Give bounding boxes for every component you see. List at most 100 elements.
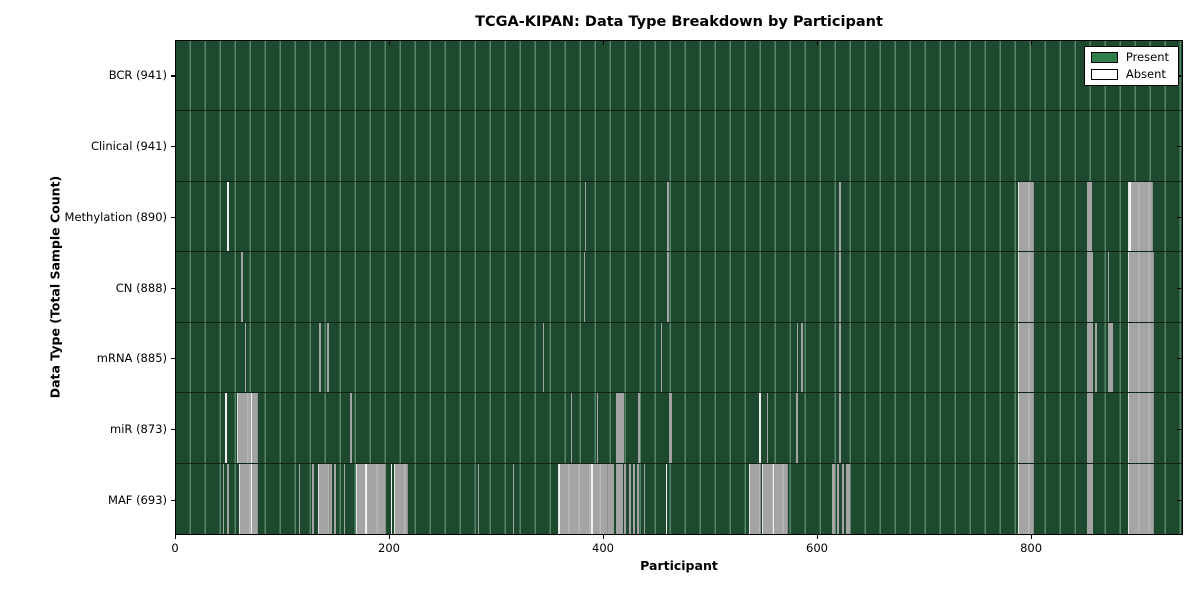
- absent-streak: [1086, 463, 1093, 534]
- absent-streak: [239, 463, 259, 534]
- absent-streak: [1128, 252, 1154, 322]
- absent-streak: [223, 463, 225, 534]
- absent-streak: [762, 463, 788, 534]
- absent-streak: [839, 181, 841, 252]
- x-tick-label: 800: [1020, 541, 1043, 555]
- absent-streak: [1128, 322, 1154, 393]
- chart-title: TCGA-KIPAN: Data Type Breakdown by Parti…: [475, 14, 883, 30]
- absent-streak: [759, 393, 762, 463]
- absent-streak: [1129, 181, 1131, 252]
- row-maf: [176, 463, 1182, 534]
- absent-streak: [615, 463, 624, 534]
- absent-streak: [660, 322, 663, 393]
- absent-streak: [1018, 393, 1034, 463]
- y-tick: [171, 287, 175, 289]
- absent-streak: [355, 463, 386, 534]
- absent-streak: [638, 393, 641, 463]
- x-tick-label: 200: [378, 541, 400, 555]
- absent-streak: [326, 322, 329, 393]
- absent-streak: [591, 463, 593, 534]
- absent-streak: [667, 181, 669, 252]
- absent-streak: [608, 463, 614, 534]
- row-cn: [176, 252, 1182, 323]
- absent-streak: [1086, 181, 1092, 252]
- x-tick-label: 600: [806, 541, 828, 555]
- absent-streak: [1018, 322, 1034, 393]
- absent-swatch-icon: [1090, 68, 1118, 80]
- absent-streak: [584, 181, 587, 252]
- x-tick-top: [817, 41, 819, 45]
- x-tick-label: 400: [592, 541, 614, 555]
- absent-streak: [299, 463, 301, 534]
- y-tick-label-mrna: mRNA (885): [96, 351, 167, 366]
- absent-streak: [596, 393, 598, 463]
- legend-entry-present: Present: [1090, 50, 1169, 64]
- absent-streak: [845, 463, 851, 534]
- absent-streak: [766, 393, 769, 463]
- y-tick-label-clinical: Clinical (941): [90, 139, 167, 154]
- absent-streak: [773, 463, 775, 534]
- y-tick-right: [1177, 358, 1181, 360]
- absent-streak: [227, 463, 230, 534]
- absent-streak: [559, 463, 561, 534]
- absent-streak: [837, 463, 840, 534]
- row-mir: [176, 393, 1182, 464]
- x-axis-label: Participant: [640, 558, 718, 573]
- absent-streak: [513, 463, 515, 534]
- absent-streak: [1128, 393, 1154, 463]
- absent-streak: [244, 322, 246, 393]
- absent-streak: [570, 393, 573, 463]
- absent-streak: [583, 252, 586, 322]
- y-tick-right: [1177, 287, 1181, 289]
- absent-streak: [669, 393, 673, 463]
- x-tick: [1031, 535, 1033, 539]
- absent-streak: [800, 322, 803, 393]
- absent-streak: [1128, 463, 1154, 534]
- plot-area: [175, 40, 1183, 535]
- absent-streak: [237, 393, 259, 463]
- absent-streak: [1086, 393, 1093, 463]
- x-tick-top: [175, 41, 177, 45]
- absent-streak: [1086, 322, 1093, 393]
- absent-streak: [318, 463, 330, 534]
- x-tick-label: 0: [171, 541, 179, 555]
- x-tick: [389, 535, 391, 539]
- y-tick-right: [1177, 146, 1181, 148]
- absent-streak: [543, 322, 545, 393]
- absent-streak: [628, 463, 631, 534]
- absent-streak: [1108, 252, 1110, 322]
- absent-streak: [839, 252, 841, 322]
- absent-streak: [330, 463, 333, 534]
- legend-entry-absent: Absent: [1090, 68, 1169, 81]
- absent-streak: [558, 463, 609, 534]
- absent-streak: [796, 322, 798, 393]
- absent-streak: [1095, 322, 1097, 393]
- legend: Present Absent: [1083, 46, 1179, 86]
- absent-streak: [632, 463, 635, 534]
- absent-streak: [748, 463, 762, 534]
- legend-label-present: Present: [1125, 50, 1169, 64]
- x-tick-top: [603, 41, 605, 45]
- x-tick-top: [389, 41, 391, 45]
- absent-streak: [1018, 181, 1034, 252]
- absent-streak: [1086, 252, 1093, 322]
- absent-streak: [615, 393, 625, 463]
- absent-streak: [1018, 252, 1034, 322]
- absent-streak: [839, 322, 841, 393]
- absent-streak: [1128, 181, 1153, 252]
- absent-streak: [344, 463, 346, 534]
- y-tick: [171, 75, 175, 77]
- absent-streak: [637, 463, 639, 534]
- y-tick-label-cn: CN (888): [115, 280, 167, 295]
- absent-streak: [841, 463, 844, 534]
- absent-streak: [1108, 322, 1114, 393]
- y-tick-right: [1177, 499, 1181, 501]
- x-tick: [817, 535, 819, 539]
- absent-streak: [1018, 463, 1034, 534]
- x-tick-top: [1031, 41, 1033, 45]
- y-tick: [171, 216, 175, 219]
- row-bcr: [176, 41, 1182, 112]
- x-tick: [603, 535, 605, 539]
- y-tick-right: [1177, 216, 1181, 219]
